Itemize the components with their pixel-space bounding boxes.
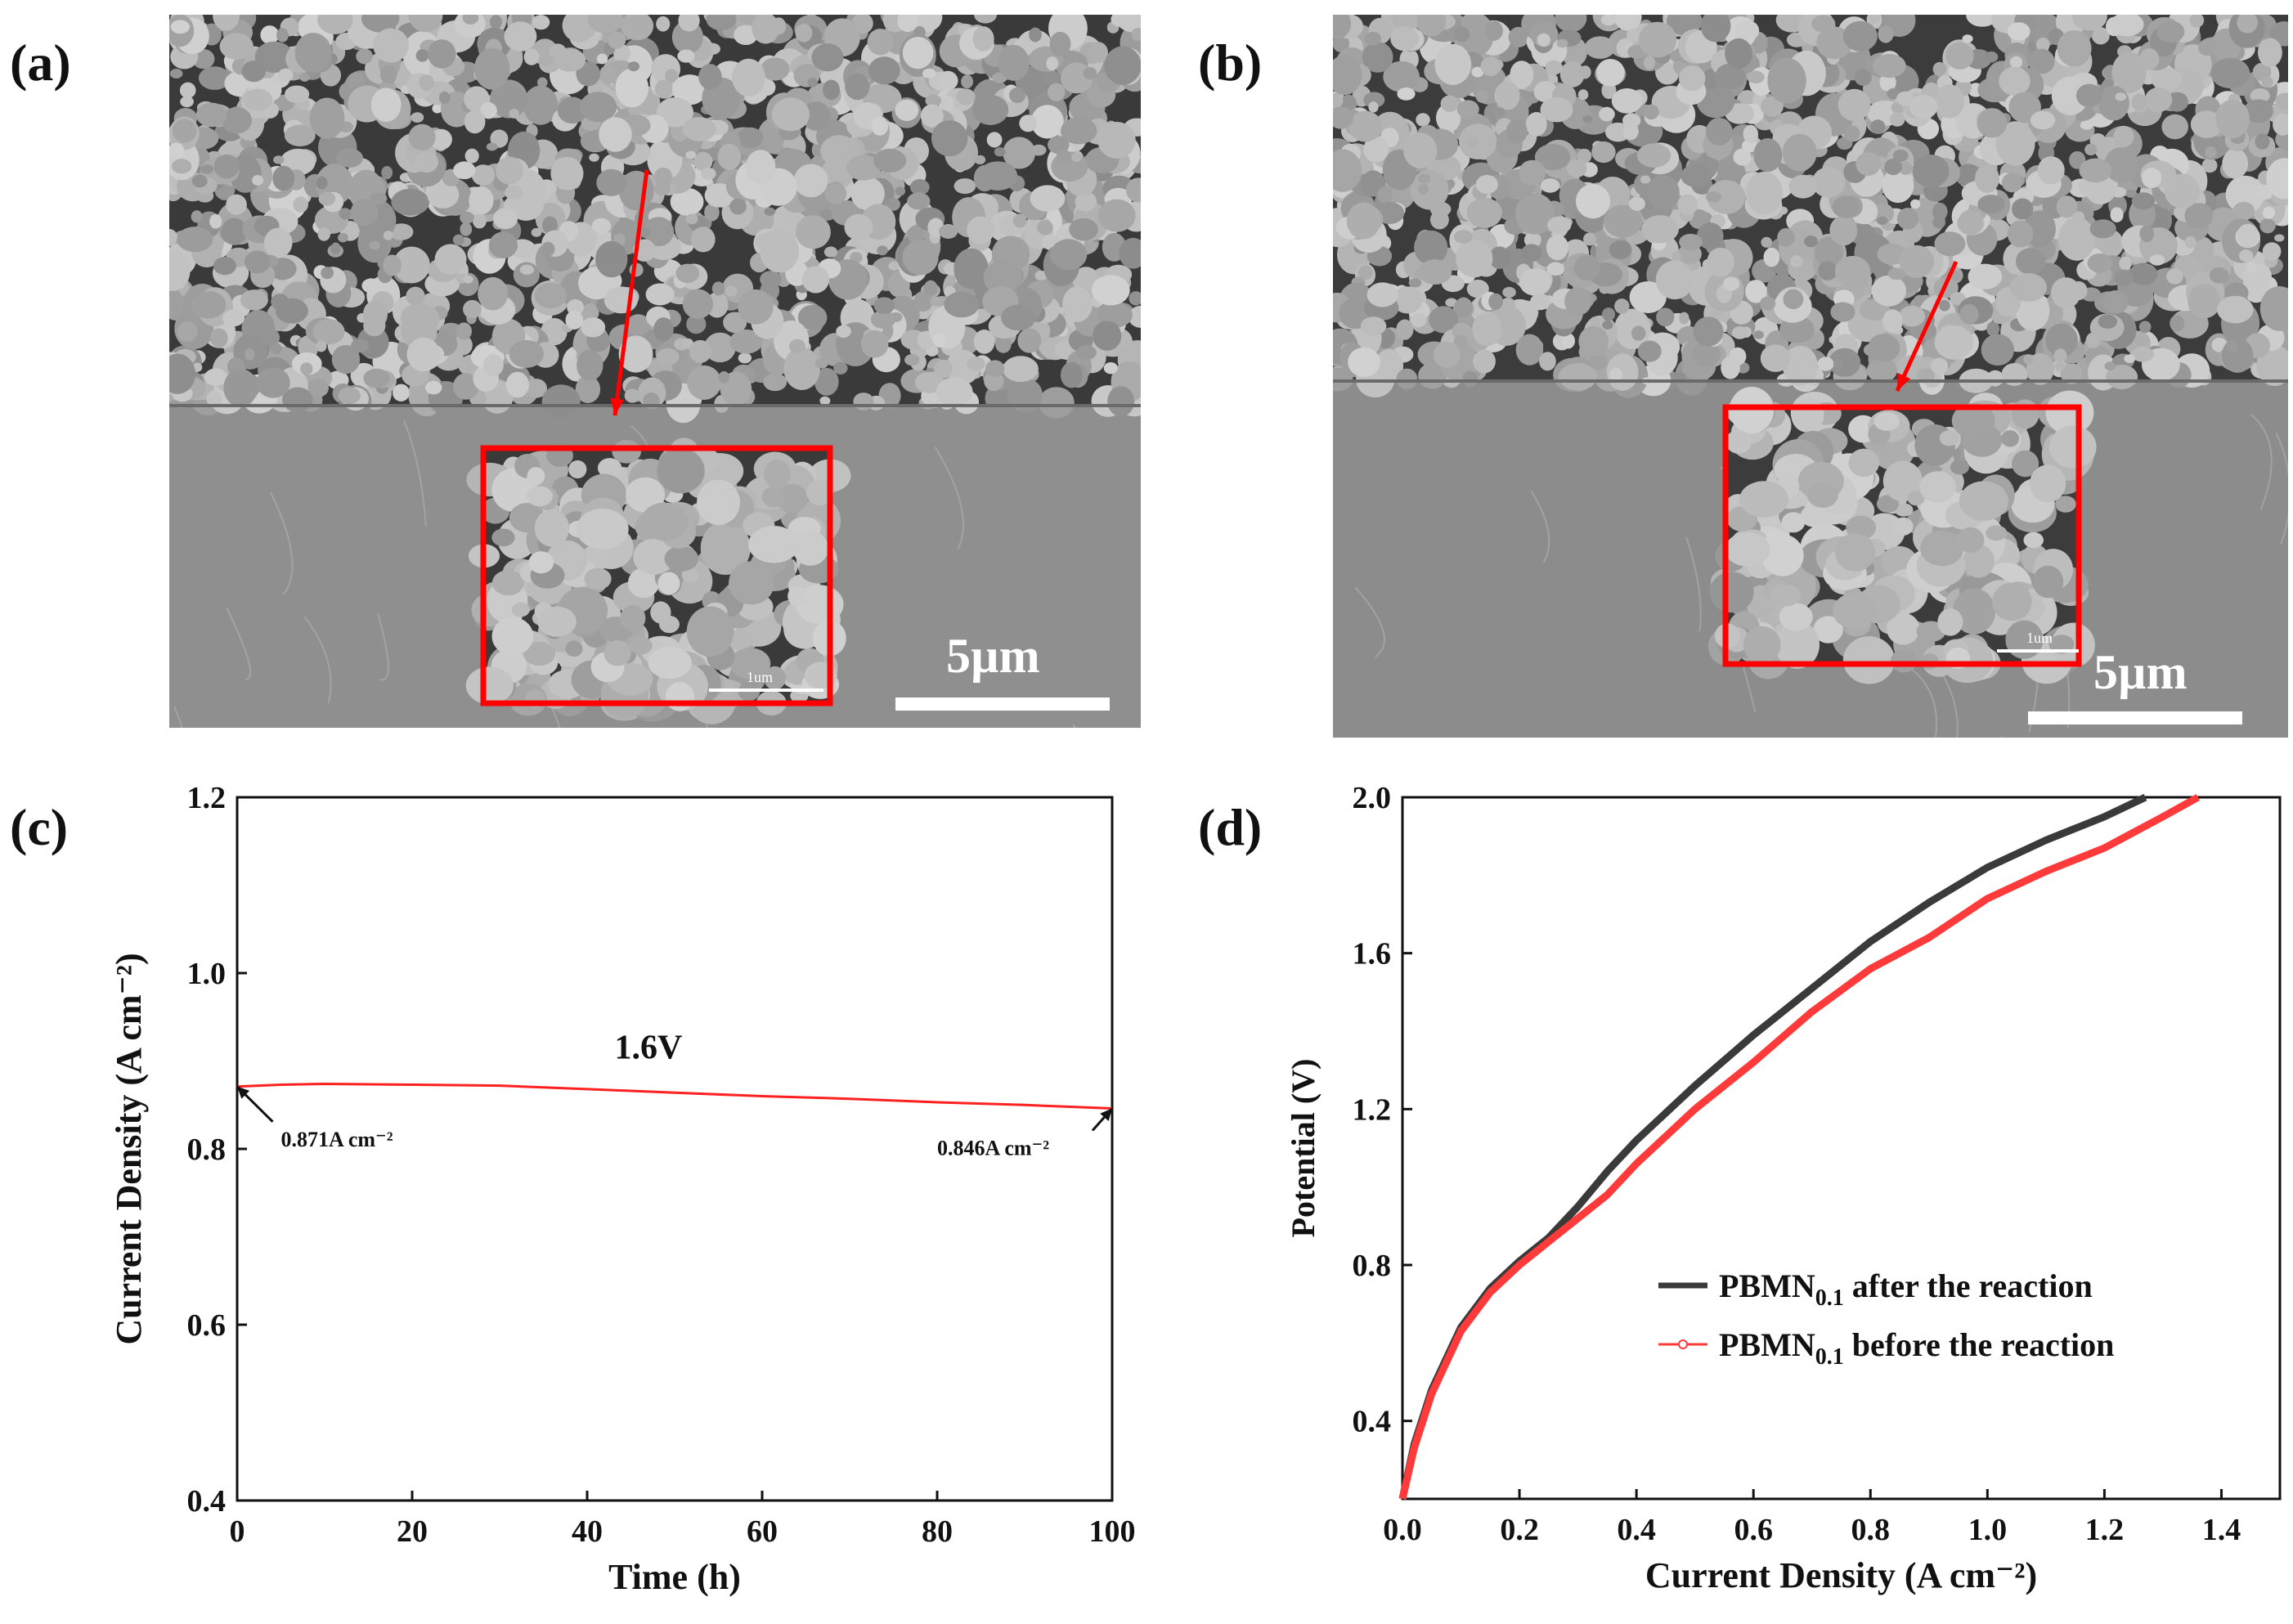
legend-marker (1678, 1339, 1688, 1349)
annotation-arrowhead (1100, 1108, 1112, 1121)
y-tick-label: 2.0 (1353, 781, 1392, 815)
x-tick-label: 0.0 (1383, 1513, 1422, 1547)
x-tick-label: 80 (922, 1514, 953, 1549)
x-tick-label: 60 (747, 1514, 778, 1549)
series-line-1 (1398, 794, 2201, 1501)
inset-scale-label-a: 1um (747, 669, 774, 685)
inset-scale-bar-a (709, 689, 823, 692)
annotation-0: 1.6V (614, 1029, 682, 1066)
x-tick-label: 40 (572, 1514, 603, 1549)
y-tick-label: 0.8 (187, 1133, 227, 1167)
chart-d: 0.0 0.2 0.4 0.6 0.8 1.0 1.2 1.40.40.81.21.62.0 … (1285, 781, 2282, 1595)
scale-bar-a (895, 698, 1110, 711)
x-tick-label: 0.2 (1500, 1513, 1539, 1547)
chart-d-ylabel: Potential (V) (1285, 1059, 1322, 1238)
annotation-arrowhead (237, 1086, 250, 1099)
sem-texture-a (169, 15, 1141, 728)
scale-label-b: 5µm (2093, 645, 2188, 699)
y-tick-label: 1.2 (187, 781, 227, 815)
inset-scale-bar-b (1997, 649, 2079, 653)
panel-label-b: (b) (1198, 34, 1263, 92)
sem-texture-b (1333, 15, 2288, 738)
chart-c: 0 20 40 60 80 100 0.4 0.6 0.8 1.0 1.2 1.6V 0.871A c… (109, 781, 1136, 1597)
x-tick-label: 0 (230, 1514, 245, 1549)
x-tick-label: 20 (397, 1514, 428, 1549)
x-tick-label: 1.4 (2202, 1513, 2241, 1547)
y-tick-label: 1.6 (1353, 937, 1392, 971)
chart-d-frame (1401, 796, 2282, 1501)
chart-d-legend: PBMN0.1 after the reaction PBMN0.1 before… (1658, 1267, 2114, 1370)
panel-label-d: (d) (1198, 798, 1263, 856)
x-tick-label: 1.2 (2085, 1513, 2125, 1547)
sem-image-b: 5µm 1um (1333, 15, 2288, 738)
y-tick-label: 0.4 (187, 1484, 227, 1519)
legend-label-1: PBMN0.1 before the reaction (1719, 1326, 2114, 1370)
series-line-0 (236, 1083, 1113, 1110)
chart-c-xlabel: Time (h) (608, 1557, 741, 1597)
x-tick-label: 100 (1089, 1514, 1136, 1549)
y-tick-label: 1.2 (1353, 1092, 1392, 1127)
y-tick-label: 0.6 (187, 1308, 227, 1343)
annotation-2: 0.846A cm⁻² (937, 1137, 1049, 1160)
chart-d-xlabel: Current Density (A cm⁻²) (1645, 1555, 2037, 1595)
legend-label-0: PBMN0.1 after the reaction (1719, 1267, 2093, 1311)
series-line-0 (1398, 793, 2147, 1500)
sem-image-a: 5µm 1um (169, 15, 1141, 728)
x-tick-label: 0.4 (1617, 1513, 1656, 1547)
scale-label-a: 5µm (946, 629, 1040, 683)
y-tick-label: 1.0 (187, 957, 227, 991)
x-tick-label: 1.0 (1968, 1513, 2008, 1547)
inset-scale-label-b: 1um (2026, 630, 2053, 646)
scale-bar-b (2028, 711, 2242, 725)
y-tick-label: 0.8 (1353, 1249, 1392, 1283)
panel-label-c: (c) (10, 798, 69, 856)
y-tick-label: 0.4 (1353, 1405, 1392, 1439)
annotation-1: 0.871A cm⁻² (281, 1128, 393, 1151)
chart-c-ylabel: Current Density (A cm⁻²) (109, 953, 149, 1344)
panel-label-a: (a) (10, 34, 71, 92)
x-tick-label: 0.8 (1851, 1513, 1891, 1547)
x-tick-label: 0.6 (1734, 1513, 1773, 1547)
